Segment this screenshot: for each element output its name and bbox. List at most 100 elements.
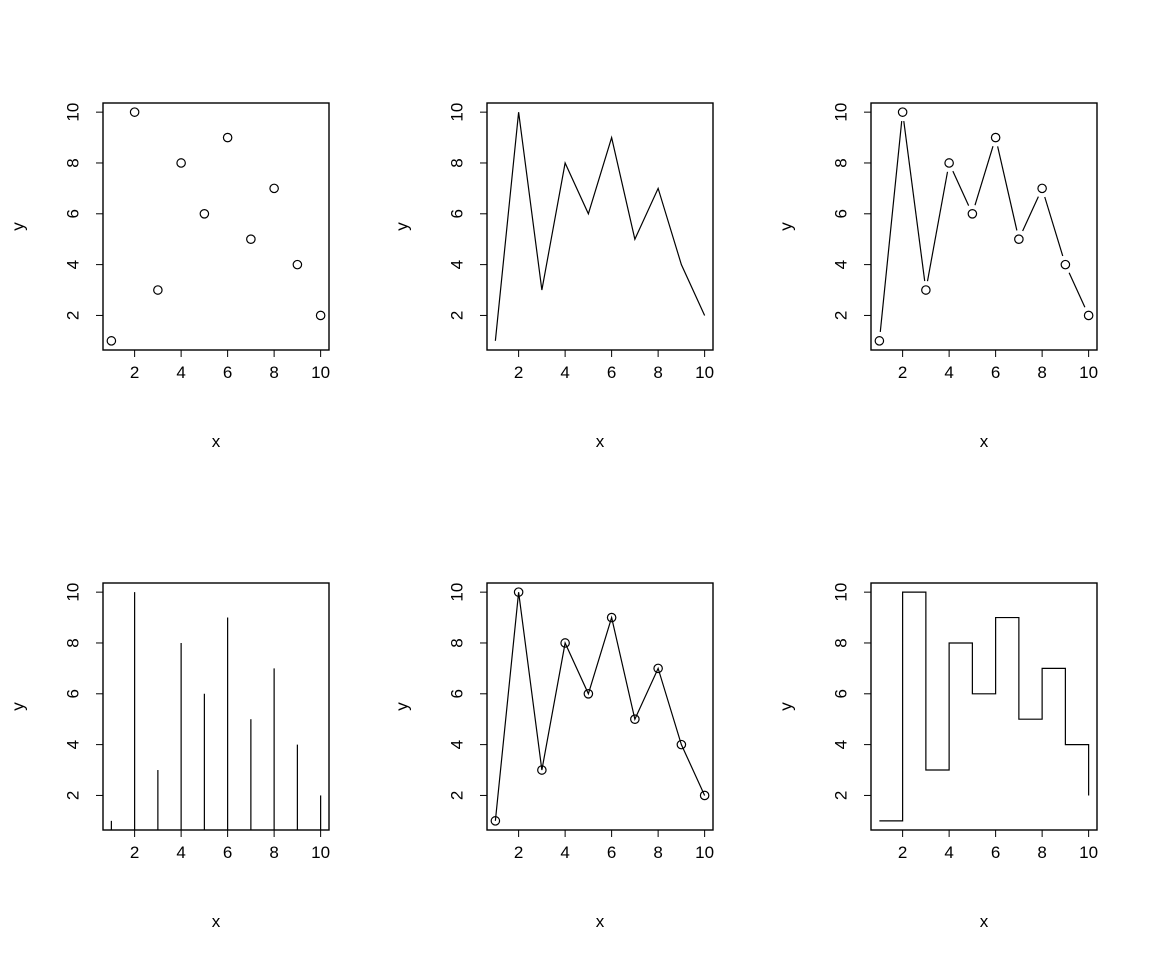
line-segment	[1022, 196, 1039, 232]
y-tick-label: 6	[448, 209, 467, 218]
y-axis-title: y	[393, 702, 412, 711]
data-point	[269, 183, 279, 194]
x-tick-label: 10	[1079, 363, 1098, 382]
y-tick-label: 10	[832, 103, 851, 122]
data-point	[874, 336, 885, 346]
x-tick-label: 2	[898, 363, 907, 382]
data-point	[315, 310, 326, 321]
y-axis-title: y	[393, 222, 412, 231]
plot-frame	[486, 582, 714, 831]
data-point	[176, 158, 186, 168]
x-tick-label: 4	[944, 363, 953, 382]
data-point	[606, 612, 617, 623]
x-tick-label: 8	[1037, 363, 1046, 382]
line-segment	[974, 145, 994, 206]
x-tick-label: 6	[991, 843, 1000, 862]
plot-panel-6: 2 4 6 8 10 2 4 6 8 10 x y	[777, 582, 1098, 931]
x-tick-label: 6	[607, 843, 616, 862]
y-tick-label: 6	[64, 689, 83, 698]
line-segment	[952, 170, 970, 206]
data-point	[897, 107, 908, 117]
x-tick-label: 8	[1037, 843, 1046, 862]
data-point	[944, 158, 954, 168]
data-point	[513, 587, 524, 597]
x-tick-label: 4	[944, 843, 953, 862]
y-tick-label: 4	[448, 740, 467, 749]
y-tick-label: 2	[832, 311, 851, 320]
x-tick-label: 2	[130, 843, 139, 862]
x-tick-label: 10	[1079, 843, 1098, 862]
plot-panel-4: 2 4 6 8 10 2 4 6 8 10 x y	[9, 582, 330, 931]
x-tick-label: 2	[514, 363, 523, 382]
x-axis-title: x	[596, 432, 605, 451]
data-point	[676, 739, 687, 750]
y-tick-label: 8	[64, 638, 83, 647]
line-segment	[1068, 272, 1086, 308]
data-point	[129, 107, 140, 117]
x-tick-label: 8	[653, 363, 662, 382]
y-tick-label: 10	[448, 583, 467, 602]
x-tick-label: 4	[176, 843, 185, 862]
data-point	[583, 688, 594, 699]
x-tick-label: 2	[898, 843, 907, 862]
plot-frame	[870, 582, 1098, 831]
x-tick-label: 2	[130, 363, 139, 382]
y-tick-label: 6	[448, 689, 467, 698]
plot-frame	[102, 102, 330, 351]
x-tick-label: 6	[223, 843, 232, 862]
data-point	[1060, 259, 1071, 270]
y-tick-label: 2	[448, 311, 467, 320]
data-point	[292, 259, 303, 270]
x-tick-label: 10	[695, 363, 714, 382]
x-tick-label: 4	[560, 843, 569, 862]
data-point	[1037, 183, 1047, 194]
line-segment	[1044, 196, 1064, 257]
data-point	[1014, 234, 1024, 245]
y-tick-label: 10	[448, 103, 467, 122]
x-tick-label: 6	[991, 363, 1000, 382]
x-tick-label: 4	[176, 363, 185, 382]
y-axis-title: y	[9, 702, 28, 711]
y-tick-label: 6	[832, 209, 851, 218]
data-point	[630, 714, 640, 725]
y-tick-label: 4	[832, 740, 851, 749]
y-tick-label: 6	[832, 689, 851, 698]
data-point	[490, 816, 501, 826]
x-tick-label: 8	[269, 363, 278, 382]
y-tick-label: 4	[64, 260, 83, 269]
y-tick-label: 8	[448, 638, 467, 647]
line-segment	[997, 146, 1018, 231]
y-tick-label: 2	[832, 791, 851, 800]
y-tick-label: 2	[64, 791, 83, 800]
y-tick-label: 4	[832, 260, 851, 269]
x-tick-label: 8	[269, 843, 278, 862]
data-point	[921, 285, 931, 295]
data-point	[653, 663, 663, 674]
y-tick-label: 4	[448, 260, 467, 269]
plot-panel-2: 2 4 6 8 10 2 4 6 8 10 x y	[393, 102, 714, 451]
y-tick-label: 10	[64, 103, 83, 122]
y-axis-title: y	[777, 702, 796, 711]
y-axis-title: y	[777, 222, 796, 231]
plot-panel-3: 2 4 6 8 10 2 4 6 8 10 x y	[777, 102, 1098, 451]
data-point	[246, 234, 256, 245]
y-axis-title: y	[9, 222, 28, 231]
plot-frame	[486, 102, 714, 351]
x-tick-label: 10	[695, 843, 714, 862]
x-axis-title: x	[596, 912, 605, 931]
data-point	[1083, 310, 1094, 321]
data-point	[537, 765, 547, 775]
data-point	[967, 208, 978, 219]
plot-panel-1: 2 4 6 8 10 2 4 6 8 10 x y	[9, 102, 330, 451]
plot-panel-5: 2 4 6 8 10 2 4 6 8 10 x y	[393, 582, 714, 931]
x-axis-title: x	[980, 432, 989, 451]
y-tick-label: 8	[448, 158, 467, 167]
line-segment	[926, 171, 949, 282]
x-axis-title: x	[212, 912, 221, 931]
plot-frame	[870, 102, 1098, 351]
x-axis-title: x	[980, 912, 989, 931]
y-tick-label: 2	[64, 311, 83, 320]
data-point	[560, 638, 570, 648]
data-point	[222, 132, 233, 143]
